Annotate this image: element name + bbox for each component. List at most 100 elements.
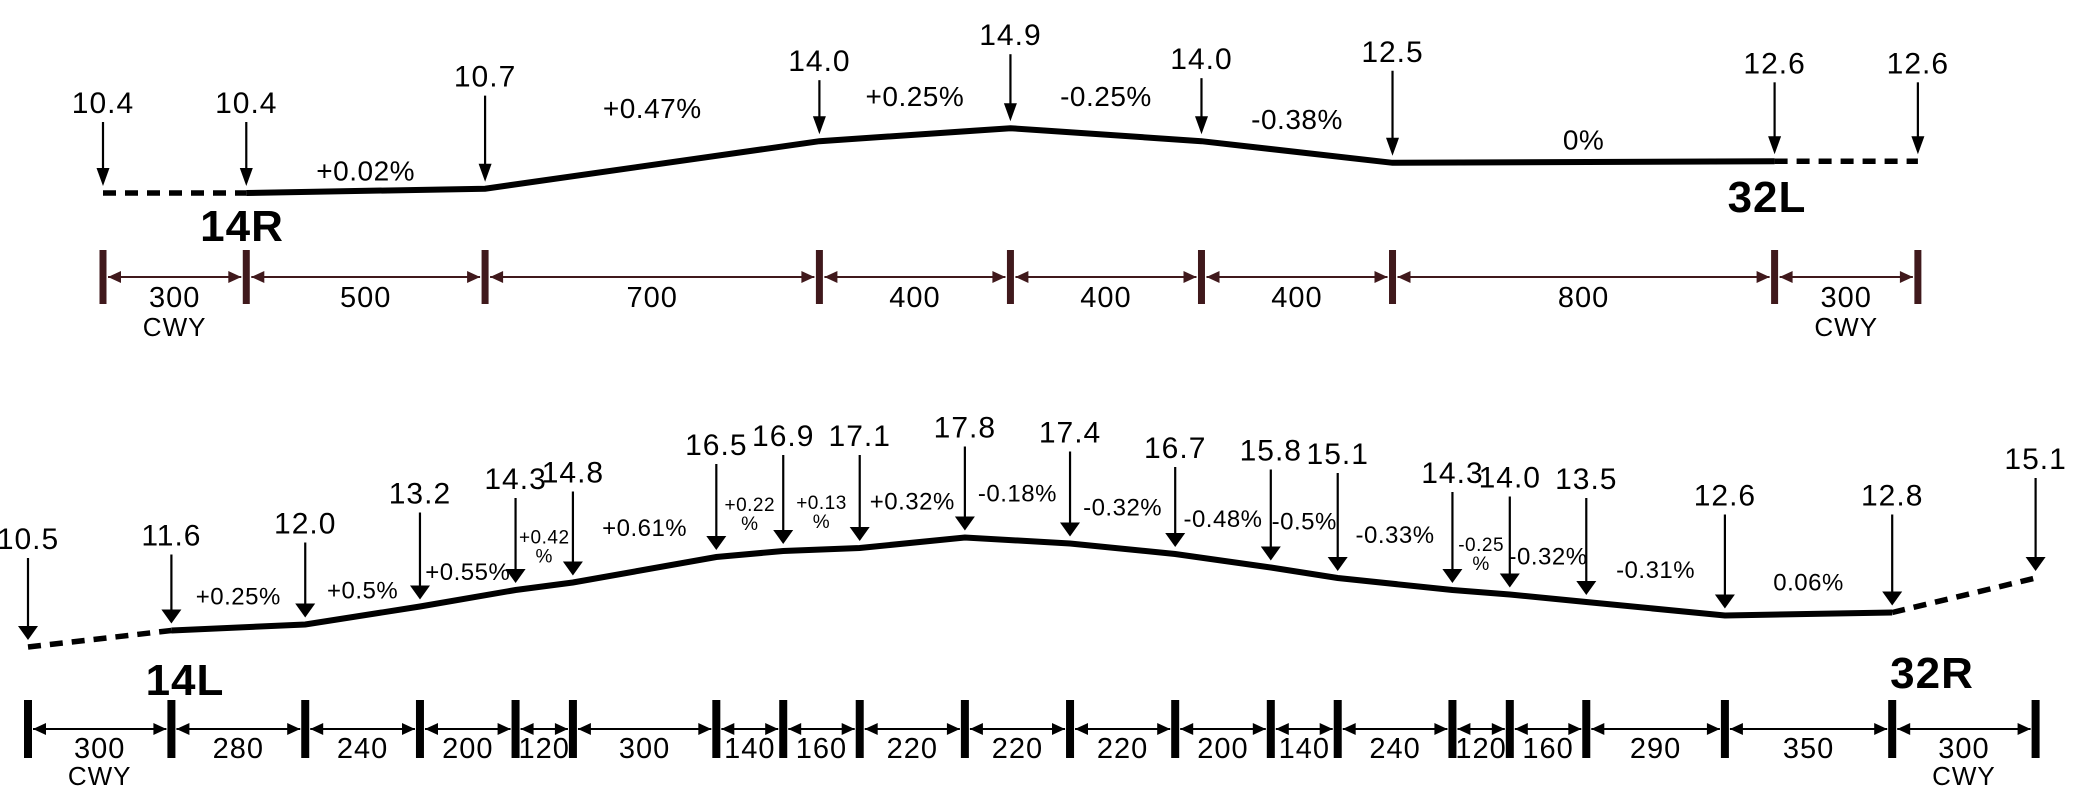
left-arrow-icon <box>251 271 265 283</box>
elevation-label: 10.5 <box>0 523 59 556</box>
down-arrow-icon <box>1260 546 1281 561</box>
left-arrow-icon <box>1779 271 1793 283</box>
down-arrow-icon <box>2025 557 2046 571</box>
slope-label: -0.25 <box>1458 535 1504 556</box>
right-arrow-icon <box>1374 271 1388 283</box>
slope-label: +0.55% <box>425 559 510 586</box>
left-arrow-icon <box>108 271 121 283</box>
clearway-label: CWY <box>1814 312 1878 342</box>
elevation-label: 14.3 <box>484 463 546 496</box>
scale-tick <box>242 250 250 304</box>
scale-tick <box>1914 250 1922 304</box>
scale-tick <box>1448 700 1457 758</box>
left-arrow-icon <box>1729 723 1743 735</box>
right-arrow-icon <box>1434 723 1448 735</box>
left-arrow-icon <box>425 723 438 735</box>
down-arrow-icon <box>849 527 870 541</box>
right-arrow-icon <box>153 723 167 735</box>
distance-label: 300 <box>1821 282 1872 314</box>
slope-label: +0.25% <box>866 81 965 112</box>
left-arrow-icon <box>1180 723 1194 735</box>
right-arrow-icon <box>2017 723 2031 735</box>
down-arrow-icon <box>812 116 826 135</box>
scale-tick <box>1771 250 1779 304</box>
left-arrow-icon <box>1015 271 1029 283</box>
left-arrow-icon <box>721 723 735 735</box>
elevation-label: 12.6 <box>1694 480 1756 513</box>
left-arrow-icon <box>1275 723 1289 735</box>
left-arrow-icon <box>969 723 983 735</box>
elevation-label: 13.2 <box>389 478 451 511</box>
distance-label: 800 <box>1558 282 1609 314</box>
scale-tick <box>167 700 176 758</box>
right-arrow-icon <box>801 271 815 283</box>
clearway-label: CWY <box>68 761 132 791</box>
scale-tick <box>99 250 107 304</box>
elevation-label: 10.4 <box>215 87 277 120</box>
down-arrow-icon <box>505 569 526 583</box>
right-arrow-icon <box>1706 723 1720 735</box>
elevation-label: 15.1 <box>2004 443 2066 476</box>
down-arrow-icon <box>1060 522 1080 537</box>
profile-line <box>246 125 1775 196</box>
slope-label: +0.25% <box>196 584 281 611</box>
distance-label: 160 <box>1522 733 1573 765</box>
scale-tick <box>1582 700 1591 758</box>
distance-label: 400 <box>889 282 940 314</box>
right-arrow-icon <box>1183 271 1197 283</box>
scale-tick <box>1171 700 1180 758</box>
elevation-label: 12.5 <box>1361 36 1423 69</box>
elevation-label: 12.6 <box>1887 47 1949 80</box>
distance-label: 220 <box>992 733 1043 765</box>
left-arrow-icon <box>1591 723 1605 735</box>
clearway-label: CWY <box>143 312 207 342</box>
slope-label: % <box>813 512 830 533</box>
runway-designator: 32L <box>1728 173 1807 222</box>
elevation-label: 10.4 <box>72 87 134 120</box>
left-arrow-icon <box>824 271 838 283</box>
elevation-label: 16.9 <box>752 420 814 453</box>
down-arrow-icon <box>954 516 975 531</box>
right-arrow-icon <box>1899 271 1913 283</box>
down-arrow-icon <box>1003 103 1017 122</box>
distance-label: 200 <box>442 733 493 765</box>
down-arrow-icon <box>1165 533 1186 547</box>
elevation-label: 12.0 <box>274 508 336 541</box>
down-arrow-icon <box>1195 116 1208 135</box>
right-arrow-icon <box>1874 723 1888 735</box>
right-arrow-icon <box>765 723 779 735</box>
elevation-label: 12.6 <box>1743 47 1805 80</box>
elevation-label: 12.8 <box>1861 480 1923 513</box>
elevation-label: 10.7 <box>454 61 516 94</box>
slope-label: -0.32% <box>1083 495 1162 522</box>
slope-label: +0.02% <box>316 156 415 187</box>
distance-label: 220 <box>887 733 938 765</box>
distance-label: 240 <box>1369 733 1420 765</box>
right-arrow-icon <box>1052 723 1065 735</box>
down-arrow-icon <box>1714 594 1735 609</box>
down-arrow-icon <box>1499 573 1520 588</box>
slope-label: +0.47% <box>603 93 702 124</box>
down-arrow-icon <box>239 168 253 186</box>
scale-tick <box>568 700 577 758</box>
slope-label: +0.13 <box>796 493 847 514</box>
elevation-label: 14.0 <box>1170 43 1232 76</box>
slope-label: -0.38% <box>1251 104 1343 135</box>
slope-label: +0.22 <box>724 495 775 516</box>
distance-label: 700 <box>627 282 678 314</box>
runway-profile-14R-32L: 10.4 10.4 10.7 14.0 14.9 14.0 12.5 12.6 12.6 +0.0… <box>72 19 1949 342</box>
runway-designator: 32R <box>1890 649 1974 698</box>
distance-label: 290 <box>1630 733 1681 765</box>
distance-label: 200 <box>1197 733 1248 765</box>
slope-label: % <box>1472 554 1489 575</box>
elevation-label: 17.1 <box>829 420 891 453</box>
left-arrow-icon <box>520 723 534 735</box>
runway-designator: 14R <box>200 202 284 251</box>
slope-label: +0.61% <box>602 515 687 542</box>
runway-designator: 14L <box>146 656 225 705</box>
profile-clearway-end <box>1891 575 2037 616</box>
elevation-label: 14.0 <box>1479 462 1541 495</box>
left-arrow-icon <box>33 723 46 735</box>
